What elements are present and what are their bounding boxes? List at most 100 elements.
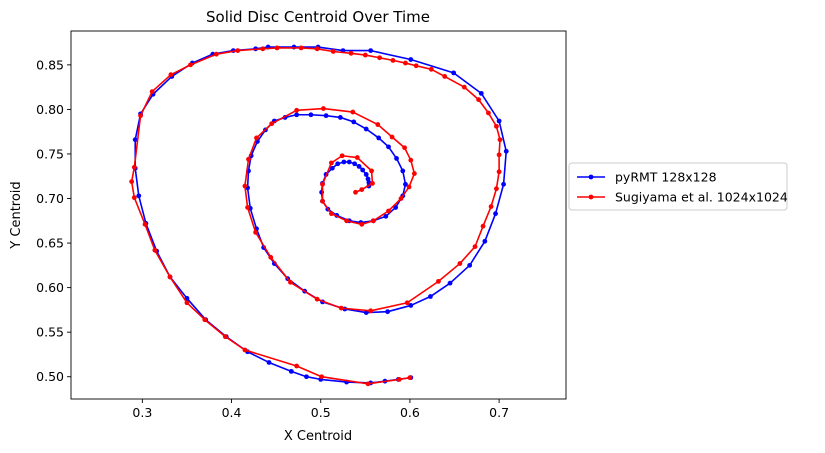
legend-marker: [588, 174, 594, 180]
data-point: [461, 84, 467, 90]
plot-frame: [70, 30, 567, 400]
data-point: [274, 45, 280, 51]
data-point: [494, 123, 499, 129]
data-point: [402, 145, 407, 151]
data-point: [242, 347, 248, 353]
plot-area: [70, 30, 567, 400]
legend: pyRMT 128x128 Sugiyama et al. 1024x1024: [568, 162, 788, 211]
legend-marker: [588, 194, 594, 200]
data-point: [390, 58, 396, 63]
series-0: [132, 44, 509, 386]
data-point: [356, 164, 362, 169]
data-point: [451, 70, 457, 76]
data-point: [136, 193, 142, 199]
data-point: [329, 165, 335, 171]
data-point: [386, 144, 391, 150]
data-point: [389, 134, 395, 140]
data-point: [266, 360, 272, 365]
data-point: [375, 122, 381, 127]
data-point: [152, 247, 158, 253]
data-point: [363, 310, 369, 315]
y-tick-label: 0.60: [36, 280, 64, 295]
data-point: [294, 363, 300, 369]
data-point: [467, 262, 473, 268]
data-point: [329, 211, 334, 217]
data-point: [142, 221, 148, 227]
y-tick-label: 0.80: [36, 102, 64, 117]
data-point: [457, 261, 463, 266]
data-point: [149, 89, 155, 94]
x-tick-label: 0.7: [489, 405, 509, 420]
data-point: [406, 184, 412, 190]
data-point: [363, 172, 369, 177]
data-point: [493, 211, 498, 217]
series-1: [129, 45, 503, 387]
data-point: [269, 121, 275, 127]
data-point: [404, 300, 410, 306]
data-point: [304, 374, 309, 380]
chart-title: Solid Disc Centroid Over Time: [206, 8, 430, 26]
data-point: [436, 278, 441, 284]
data-point: [383, 213, 389, 219]
data-point: [350, 109, 356, 115]
data-point: [377, 55, 382, 61]
data-point: [314, 46, 320, 52]
legend-item: Sugiyama et al. 1024x1024: [577, 190, 788, 205]
data-point: [403, 181, 408, 187]
data-point: [353, 189, 358, 195]
data-point: [398, 196, 404, 201]
data-point: [408, 157, 414, 163]
data-point: [268, 254, 274, 260]
x-axis-label: X Centroid: [284, 429, 352, 444]
y-tick-label: 0.75: [36, 146, 64, 161]
data-point: [447, 280, 453, 286]
data-point: [184, 300, 190, 306]
data-point: [298, 45, 304, 51]
x-tick-label: 0.6: [400, 405, 420, 420]
data-point: [413, 63, 419, 69]
series-line: [134, 46, 508, 384]
data-point: [497, 137, 503, 143]
data-point: [488, 204, 494, 209]
data-point: [253, 229, 259, 235]
data-point: [321, 106, 326, 111]
data-point: [308, 112, 314, 118]
data-point: [394, 156, 399, 161]
data-point: [320, 198, 325, 204]
data-point: [482, 238, 488, 244]
y-axis: 0.50 0.55 0.60 0.65 0.70 0.75 0.80 0.85: [36, 57, 71, 384]
data-point: [359, 187, 365, 193]
data-point: [337, 115, 343, 120]
data-point: [496, 118, 502, 124]
data-point: [346, 159, 352, 165]
data-point: [351, 119, 357, 125]
x-axis: 0.3 0.4 0.5 0.6 0.7: [132, 399, 509, 420]
data-point: [403, 60, 408, 66]
data-point: [314, 296, 320, 302]
data-point: [376, 135, 382, 141]
series-line: [130, 47, 501, 385]
data-point: [339, 153, 345, 159]
data-point: [370, 218, 376, 224]
data-point: [365, 381, 371, 387]
data-point: [428, 294, 433, 299]
data-point: [222, 334, 228, 340]
data-point: [408, 303, 414, 308]
data-point: [338, 305, 344, 311]
data-point: [476, 97, 481, 103]
y-tick-label: 0.65: [36, 236, 64, 251]
data-point: [362, 52, 368, 58]
data-point: [235, 48, 241, 53]
data-point: [501, 181, 506, 187]
data-point: [167, 274, 173, 280]
data-point: [428, 66, 434, 72]
data-point: [359, 221, 365, 227]
data-point: [369, 168, 374, 174]
data-point: [132, 137, 138, 143]
data-point: [363, 126, 369, 132]
data-point: [352, 161, 358, 167]
data-point: [348, 50, 354, 56]
y-tick-label: 0.50: [36, 369, 64, 384]
data-point: [188, 62, 193, 68]
data-point: [330, 49, 336, 54]
